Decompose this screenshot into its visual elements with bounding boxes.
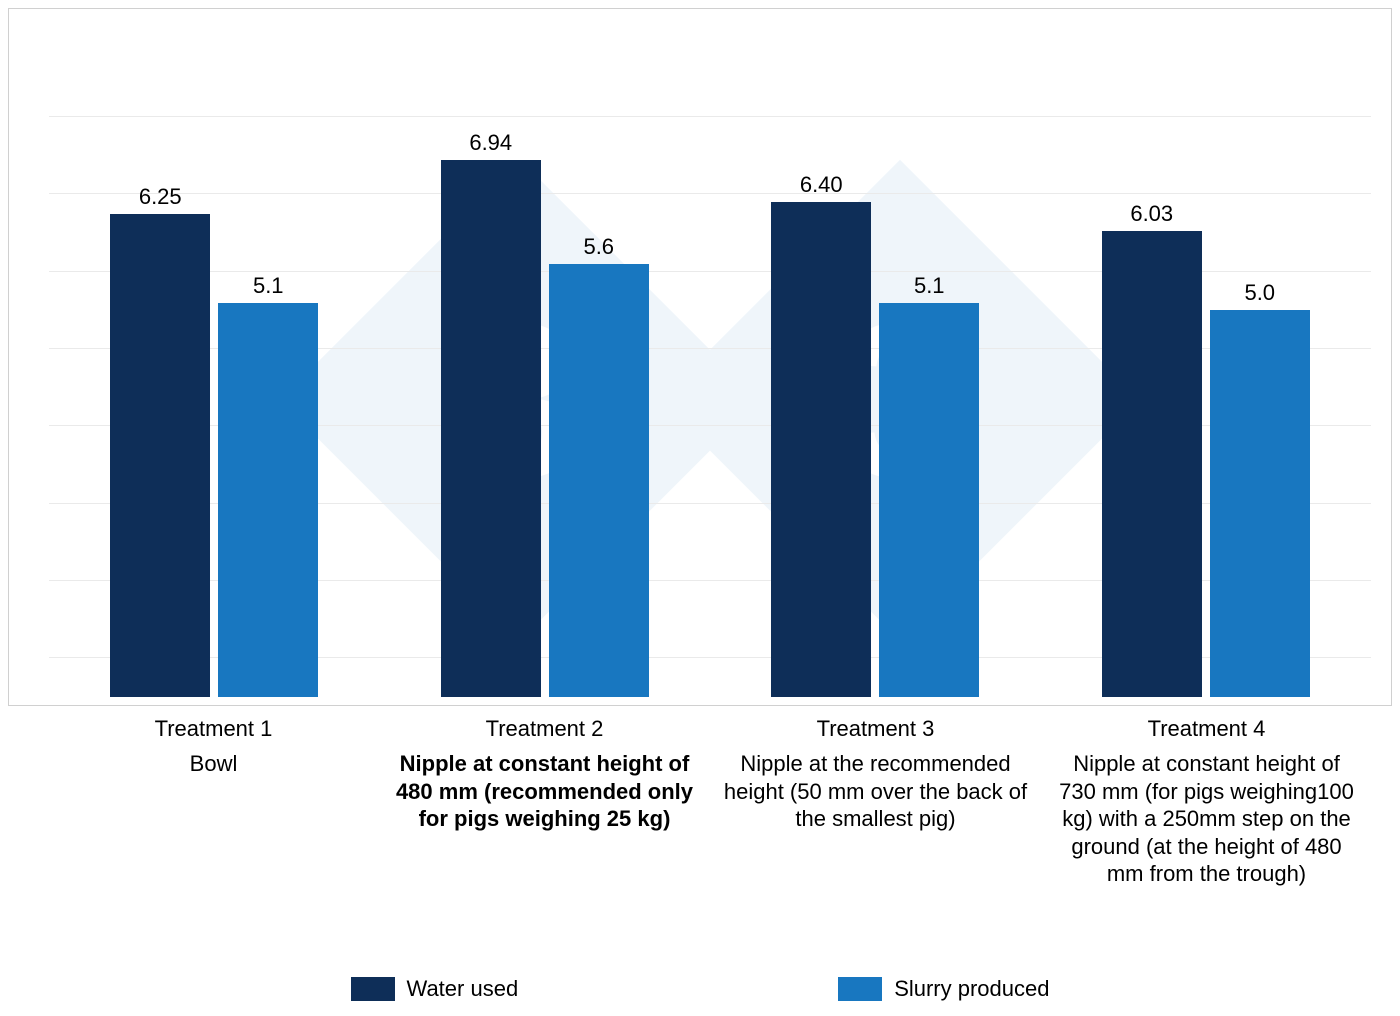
bar-group: 6.255.1 — [49, 117, 380, 697]
bar: 6.03 — [1102, 231, 1202, 697]
treatment-title: Treatment 2 — [391, 716, 698, 742]
bar-value-label: 6.25 — [139, 184, 182, 210]
x-axis-labels: Treatment 1 Bowl Treatment 2 Nipple at cons… — [48, 716, 1372, 888]
bar: 5.1 — [218, 303, 318, 697]
plot-area: 3 3 6.255.16.945.66.405.16.035.0 — [49, 117, 1371, 697]
legend: Water used Slurry produced — [0, 976, 1400, 1002]
bars: 6.255.1 — [110, 117, 318, 697]
bar-value-label: 5.0 — [1244, 280, 1275, 306]
bar-groups: 6.255.16.945.66.405.16.035.0 — [49, 117, 1371, 697]
bar-group: 6.945.6 — [380, 117, 711, 697]
chart-area: 3 3 6.255.16.945.66.405.16.035.0 — [8, 8, 1392, 706]
bar: 6.40 — [771, 202, 871, 697]
legend-label-slurry-produced: Slurry produced — [894, 976, 1049, 1002]
x-label-col: Treatment 4 Nipple at constant height of … — [1041, 716, 1372, 888]
bar: 6.94 — [441, 160, 541, 697]
bar-value-label: 6.40 — [800, 172, 843, 198]
x-label-col: Treatment 3 Nipple at the recommended hei… — [710, 716, 1041, 888]
legend-item-water-used: Water used — [351, 976, 519, 1002]
bar-value-label: 5.1 — [253, 273, 284, 299]
legend-swatch-water-used — [351, 977, 395, 1001]
bar-value-label: 6.94 — [469, 130, 512, 156]
treatment-title: Treatment 1 — [60, 716, 367, 742]
treatment-description: Nipple at constant height of 480 mm (rec… — [391, 750, 698, 833]
bar-group: 6.405.1 — [710, 117, 1041, 697]
x-label-col: Treatment 1 Bowl — [48, 716, 379, 888]
bar: 5.6 — [549, 264, 649, 697]
legend-item-slurry-produced: Slurry produced — [838, 976, 1049, 1002]
legend-swatch-slurry-produced — [838, 977, 882, 1001]
bar: 5.0 — [1210, 310, 1310, 697]
bars: 6.405.1 — [771, 117, 979, 697]
bars: 6.945.6 — [441, 117, 649, 697]
treatment-description: Bowl — [60, 750, 367, 778]
bar-value-label: 5.1 — [914, 273, 945, 299]
bar: 6.25 — [110, 214, 210, 697]
x-label-col: Treatment 2 Nipple at constant height of … — [379, 716, 710, 888]
bar-group: 6.035.0 — [1041, 117, 1372, 697]
treatment-title: Treatment 3 — [722, 716, 1029, 742]
treatment-title: Treatment 4 — [1053, 716, 1360, 742]
bar-value-label: 6.03 — [1130, 201, 1173, 227]
bar-value-label: 5.6 — [583, 234, 614, 260]
bar: 5.1 — [879, 303, 979, 697]
treatment-description: Nipple at the recommended height (50 mm … — [722, 750, 1029, 833]
treatment-description: Nipple at constant height of 730 mm (for… — [1053, 750, 1360, 888]
bars: 6.035.0 — [1102, 117, 1310, 697]
legend-label-water-used: Water used — [407, 976, 519, 1002]
